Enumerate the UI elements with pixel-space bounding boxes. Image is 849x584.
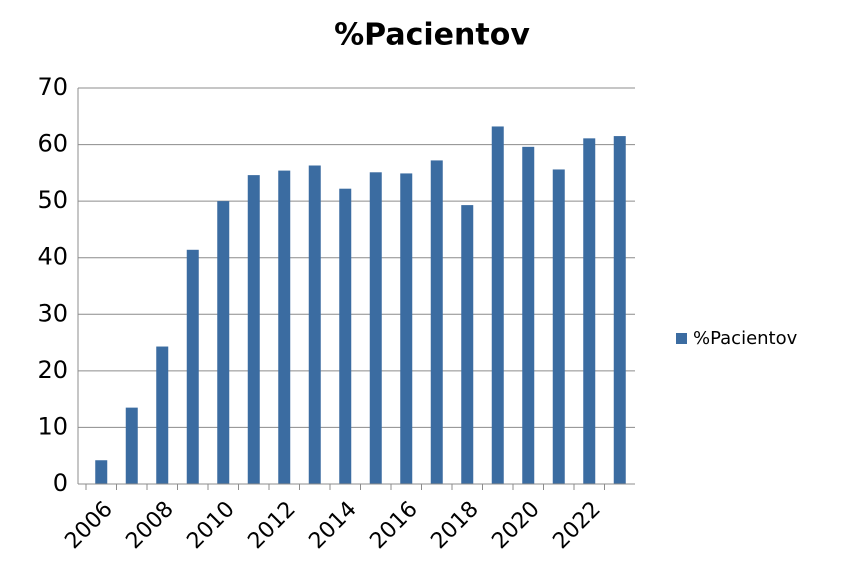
- x-tick-label: 2012: [243, 497, 300, 554]
- bar: [125, 407, 138, 484]
- bar: [369, 172, 382, 484]
- x-tick-label: 2016: [365, 497, 422, 554]
- bar: [552, 169, 565, 484]
- y-tick-label: 40: [37, 243, 68, 271]
- x-tick-label: 2018: [426, 497, 483, 554]
- bar: [491, 126, 504, 485]
- y-tick-label: 0: [53, 469, 68, 497]
- x-tick-label: 2008: [121, 497, 178, 554]
- x-tick-label: 2014: [304, 497, 361, 554]
- bar: [613, 136, 626, 485]
- y-tick-label: 30: [37, 299, 68, 327]
- x-tick-label: 2022: [548, 497, 605, 554]
- bar: [95, 460, 108, 484]
- bar: [156, 346, 169, 484]
- y-tick-label: 10: [37, 412, 68, 440]
- y-tick-label: 50: [37, 186, 68, 214]
- y-tick-label: 20: [37, 356, 68, 384]
- bar: [430, 160, 443, 484]
- bar: [339, 188, 352, 484]
- bar: [583, 138, 596, 484]
- x-tick-label: 2006: [60, 497, 117, 554]
- x-tick-label: 2020: [487, 497, 544, 554]
- x-tick-label: 2010: [182, 497, 239, 554]
- y-tick-label: 60: [37, 130, 68, 158]
- y-tick-label: 70: [37, 73, 68, 101]
- bar: [308, 165, 321, 484]
- bar: [522, 146, 535, 484]
- bar: [461, 205, 474, 485]
- legend-swatch: [676, 333, 687, 344]
- bar: [247, 175, 260, 484]
- bar: [278, 170, 291, 484]
- bar: [186, 249, 199, 484]
- chart-title: %Pacientov: [334, 18, 530, 53]
- bar: [400, 173, 413, 484]
- bar: [217, 201, 230, 484]
- legend-label: %Pacientov: [693, 328, 798, 349]
